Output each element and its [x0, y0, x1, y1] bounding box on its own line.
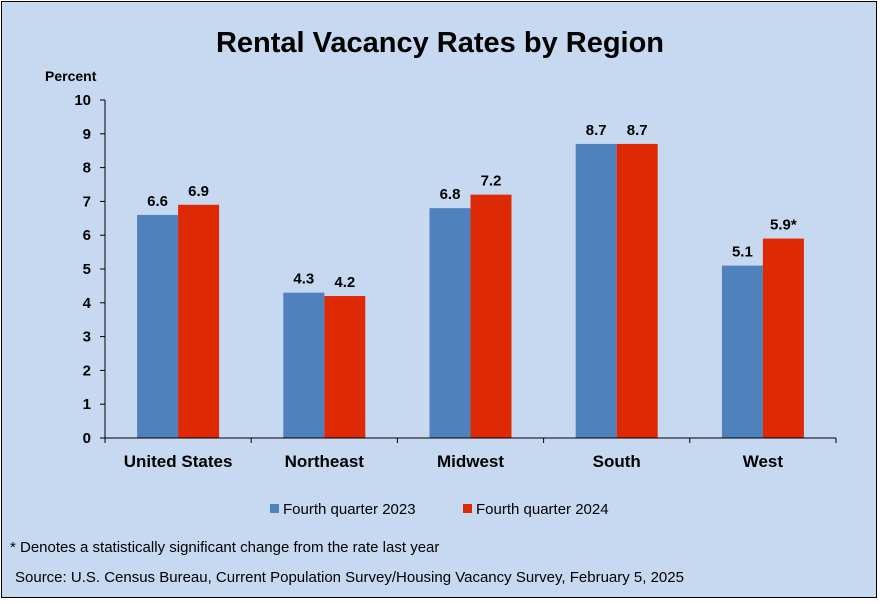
bar-midwest-series-2 [470, 194, 512, 438]
data-label: 5.1 [732, 244, 753, 261]
data-label: 6.6 [147, 193, 168, 210]
y-tick-label: 6 [83, 227, 91, 244]
y-tick-label: 1 [83, 396, 91, 413]
chart-title: Rental Vacancy Rates by Region [216, 27, 664, 59]
bar-midwest-series-1 [429, 208, 471, 438]
data-label: 4.2 [334, 274, 355, 291]
y-tick-label: 10 [74, 92, 91, 109]
x-tick-label: South [593, 452, 641, 471]
legend-label-series-1: Fourth quarter 2023 [283, 501, 416, 518]
legend-label-series-2: Fourth quarter 2024 [476, 501, 609, 518]
bar-united-states-series-1 [137, 214, 179, 438]
x-tick-label: Northeast [285, 452, 365, 471]
y-tick-label: 8 [83, 160, 91, 177]
legend-swatch-series-2 [463, 504, 472, 513]
x-tick-label: Midwest [437, 452, 504, 471]
y-axis-label: Percent [45, 68, 97, 84]
y-tick-label: 0 [83, 430, 91, 447]
data-label: 5.9* [770, 217, 797, 234]
source-note: Source: U.S. Census Bureau, Current Popu… [15, 569, 684, 586]
data-label: 7.2 [481, 173, 502, 190]
y-tick-label: 5 [83, 261, 91, 278]
y-tick-label: 2 [83, 362, 91, 379]
x-tick-label: West [743, 452, 784, 471]
y-tick-label: 4 [83, 295, 92, 312]
data-label: 4.3 [293, 271, 314, 288]
bar-northeast-series-2 [324, 296, 366, 438]
bar-south-series-2 [616, 143, 658, 438]
bar-west-series-1 [721, 265, 763, 438]
axes-layer: 0 1 2 3 4 5 6 7 8 9 10 United States Northeast Midwes… [74, 92, 837, 471]
legend-swatch-series-1 [270, 504, 279, 513]
data-label: 6.9 [188, 183, 209, 200]
y-tick-label: 9 [83, 126, 91, 143]
bars-layer [137, 143, 804, 438]
y-tick-label: 3 [83, 329, 91, 346]
bar-northeast-series-1 [283, 292, 325, 438]
data-labels-layer: 6.6 6.9 4.3 4.2 6.8 7.2 8.7 8.7 5.1 5.9* [147, 122, 797, 291]
bar-united-states-series-2 [178, 204, 220, 438]
x-tick-label: United States [124, 452, 233, 471]
data-label: 6.8 [440, 186, 461, 203]
bar-south-series-1 [575, 143, 617, 438]
y-tick-label: 7 [83, 193, 91, 210]
legend: Fourth quarter 2023 Fourth quarter 2024 [270, 501, 609, 518]
data-label: 8.7 [586, 122, 607, 139]
data-label: 8.7 [627, 122, 648, 139]
significance-note: * Denotes a statistically significant ch… [10, 539, 439, 556]
bar-west-series-2 [762, 238, 804, 438]
